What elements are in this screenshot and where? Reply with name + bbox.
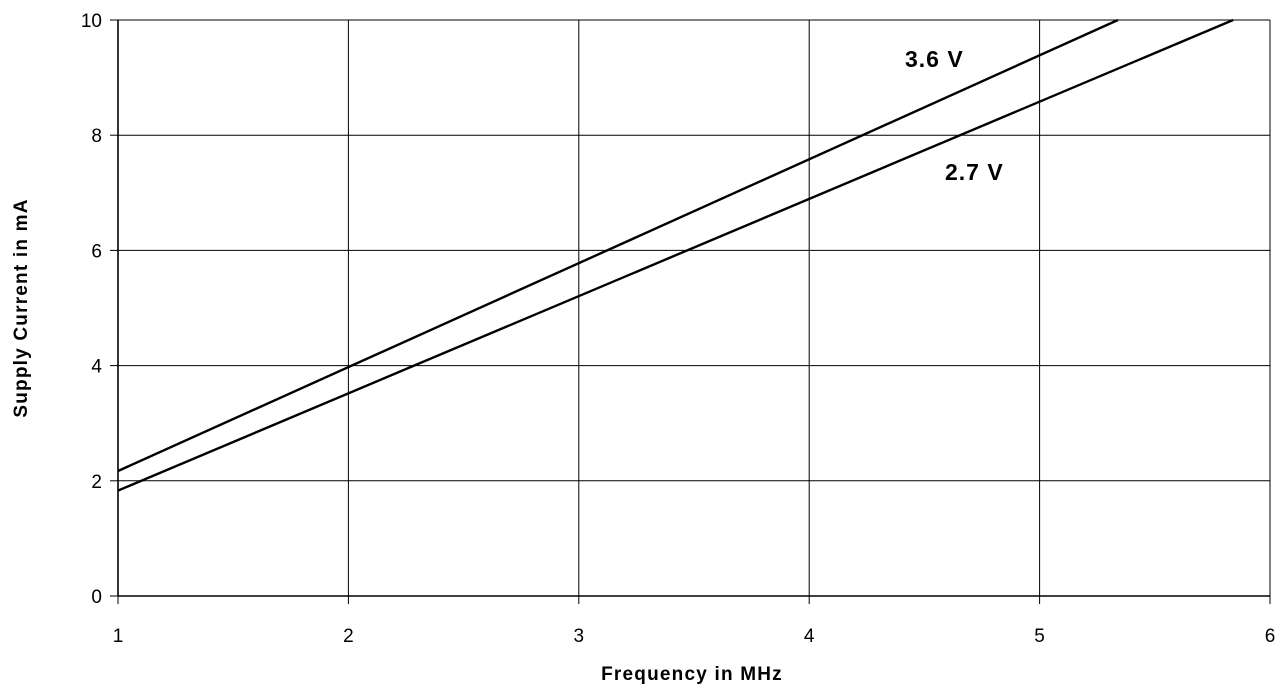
y-tick-label: 2 [91,472,102,493]
y-tick-label: 8 [91,126,102,147]
y-axis-ticks: 0 2 4 6 8 10 [81,11,118,608]
x-tick-label: 5 [1034,626,1045,647]
x-tick-label: 1 [113,626,124,647]
axes [117,20,1270,597]
y-axis-title: Supply Current in mA [11,198,32,417]
series-line-3-6-v [117,18,1119,473]
x-axis-title: Frequency in MHz [601,664,783,685]
x-tick-label: 2 [343,626,354,647]
x-tick-label: 6 [1265,626,1276,647]
x-axis-ticks: 1 2 3 4 5 6 [113,596,1276,647]
x-tick-label: 3 [574,626,585,647]
series-line-2-7-v [117,18,1234,492]
series-label-2-7v: 2.7 V [945,159,1004,185]
y-tick-label: 4 [91,357,102,378]
series-lines [117,18,1234,492]
y-tick-label: 6 [91,241,102,262]
y-tick-label: 0 [91,587,102,608]
series-label-3-6v: 3.6 V [905,46,964,72]
y-tick-label: 10 [81,11,102,32]
grid-lines [117,19,1271,597]
x-tick-label: 4 [804,626,815,647]
